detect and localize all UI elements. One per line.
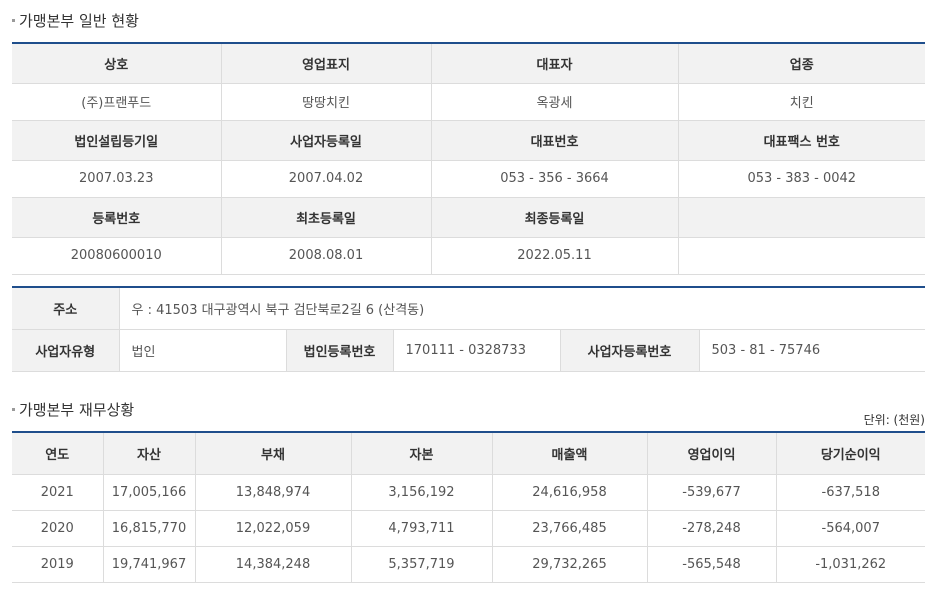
liabilities: 13,848,974: [195, 474, 352, 511]
operating-profit: -539,677: [647, 474, 777, 511]
operating-profit: -278,248: [647, 510, 777, 547]
header-phone: 대표번호: [431, 120, 679, 161]
liabilities: 14,384,248: [195, 546, 352, 583]
incorporation-date: 2007.03.23: [12, 160, 222, 198]
header-industry: 업종: [678, 43, 925, 84]
revenue: 29,732,265: [492, 546, 648, 583]
header-revenue: 매출액: [492, 432, 648, 475]
net-income: -564,007: [776, 510, 925, 547]
business-row: 사업자유형 법인 법인등록번호 170111 - 0328733 사업자등록번호…: [12, 329, 926, 372]
table-row: 2020 16,815,770 12,022,059 4,793,711 23,…: [12, 510, 925, 547]
header-equity: 자본: [351, 432, 493, 475]
corp-no-label: 법인등록번호: [286, 329, 394, 372]
net-income: -637,518: [776, 474, 925, 511]
brand: 땅땅치킨: [221, 83, 432, 121]
value-row: (주)프랜푸드 땅땅치킨 옥광세 치킨: [12, 83, 925, 121]
value-row: 2007.03.23 2007.04.02 053 - 356 - 3664 0…: [12, 160, 925, 198]
header-fax: 대표팩스 번호: [678, 120, 925, 161]
table-row: 2021 17,005,166 13,848,974 3,156,192 24,…: [12, 474, 925, 511]
operating-profit: -565,548: [647, 546, 777, 583]
header-registration-number: 등록번호: [12, 197, 222, 238]
header-assets: 자산: [103, 432, 196, 475]
header-net-income: 당기순이익: [776, 432, 925, 475]
finance-table: 연도 자산 부채 자본 매출액 영업이익 당기순이익 2021 17,005,1…: [12, 431, 925, 583]
header-company-name: 상호: [12, 43, 222, 84]
header-ceo: 대표자: [431, 43, 679, 84]
header-last-reg-date: 최종등록일: [431, 197, 679, 238]
header-liabilities: 부채: [195, 432, 352, 475]
equity: 5,357,719: [351, 546, 493, 583]
table-row: 2019 19,741,967 14,384,248 5,357,719 29,…: [12, 546, 925, 583]
bullet-icon: [12, 408, 15, 411]
header-brand: 영업표지: [221, 43, 432, 84]
biz-type-label: 사업자유형: [12, 329, 120, 372]
phone-number: 053 - 356 - 3664: [431, 160, 679, 198]
address-row: 주소 우 : 41503 대구광역시 북구 검단북로2길 6 (산격동): [12, 287, 926, 330]
company-name: (주)프랜푸드: [12, 83, 222, 121]
address-value: 우 : 41503 대구광역시 북구 검단북로2길 6 (산격동): [119, 287, 926, 330]
header-row: 상호 영업표지 대표자 업종: [12, 43, 925, 84]
biz-type-value: 법인: [119, 329, 287, 372]
header-empty: [678, 197, 925, 238]
header-row: 법인설립등기일 사업자등록일 대표번호 대표팩스 번호: [12, 120, 925, 161]
bullet-icon: [12, 19, 15, 22]
revenue: 23,766,485: [492, 510, 648, 547]
general-info-table: 상호 영업표지 대표자 업종 (주)프랜푸드 땅땅치킨 옥광세 치킨 법인설립등…: [12, 42, 925, 275]
general-section-title: 가맹본부 일반 현황: [12, 10, 139, 31]
empty-cell: [678, 237, 925, 275]
assets: 16,815,770: [103, 510, 196, 547]
fax-number: 053 - 383 - 0042: [678, 160, 925, 198]
equity: 3,156,192: [351, 474, 493, 511]
liabilities: 12,022,059: [195, 510, 352, 547]
assets: 19,741,967: [103, 546, 196, 583]
registration-number: 20080600010: [12, 237, 222, 275]
year: 2019: [12, 546, 104, 583]
address-label: 주소: [12, 287, 120, 330]
header-business-reg-date: 사업자등록일: [221, 120, 432, 161]
last-reg-date: 2022.05.11: [431, 237, 679, 275]
year: 2020: [12, 510, 104, 547]
net-income: -1,031,262: [776, 546, 925, 583]
first-reg-date: 2008.08.01: [221, 237, 432, 275]
corp-no-value: 170111 - 0328733: [393, 329, 561, 372]
unit-label: 단위: (천원): [863, 413, 925, 427]
year: 2021: [12, 474, 104, 511]
equity: 4,793,711: [351, 510, 493, 547]
address-table: 주소 우 : 41503 대구광역시 북구 검단북로2길 6 (산격동) 사업자…: [12, 286, 926, 372]
value-row: 20080600010 2008.08.01 2022.05.11: [12, 237, 925, 275]
biz-no-value: 503 - 81 - 75746: [699, 329, 926, 372]
header-operating-profit: 영업이익: [647, 432, 777, 475]
industry: 치킨: [678, 83, 925, 121]
header-row: 등록번호 최초등록일 최종등록일: [12, 197, 925, 238]
biz-no-label: 사업자등록번호: [560, 329, 700, 372]
assets: 17,005,166: [103, 474, 196, 511]
header-first-reg-date: 최초등록일: [221, 197, 432, 238]
revenue: 24,616,958: [492, 474, 648, 511]
business-reg-date: 2007.04.02: [221, 160, 432, 198]
finance-header-row: 연도 자산 부채 자본 매출액 영업이익 당기순이익: [12, 432, 925, 475]
header-incorporation-date: 법인설립등기일: [12, 120, 222, 161]
header-year: 연도: [12, 432, 104, 475]
finance-section-title: 가맹본부 재무상황: [12, 399, 134, 420]
ceo: 옥광세: [431, 83, 679, 121]
